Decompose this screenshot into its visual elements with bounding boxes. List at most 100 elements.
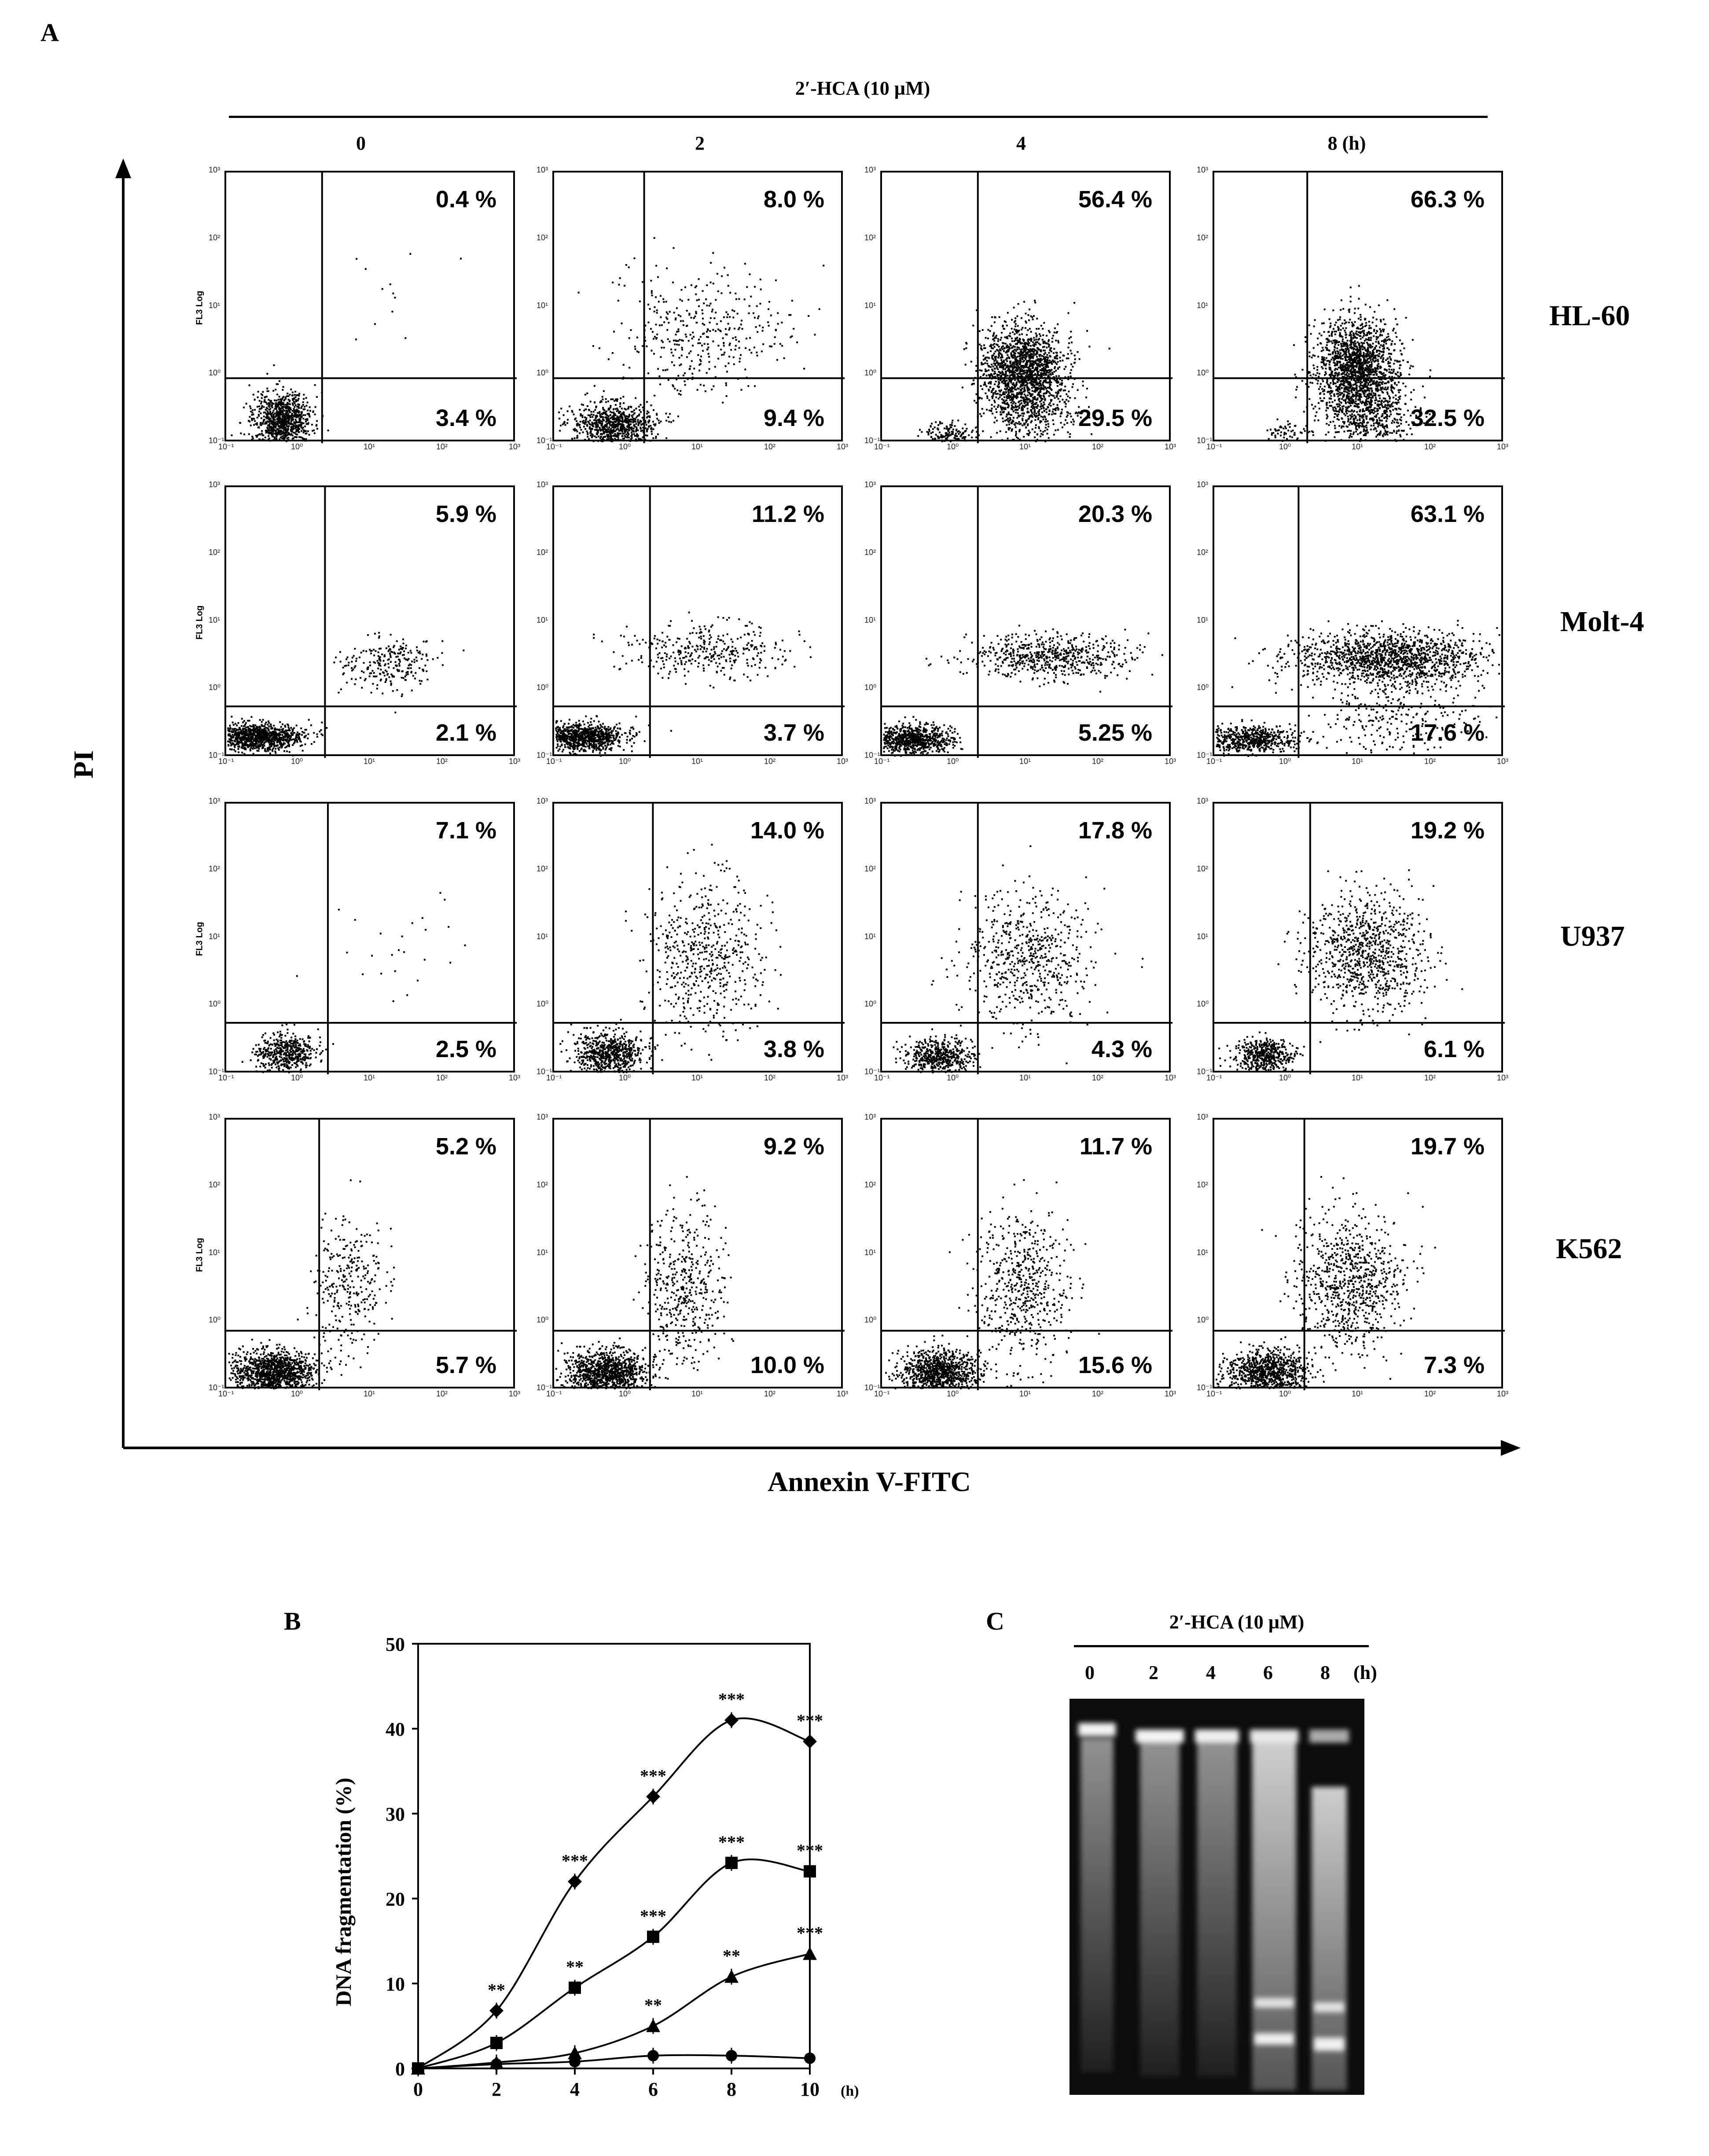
y-tick-label: 10³	[1197, 480, 1209, 489]
cell-events	[917, 300, 1110, 442]
flow-plot-r3-c1: 7.1 % 2.5 %	[224, 802, 517, 1074]
x-tick-label: 10³	[837, 1389, 849, 1398]
flow-plot-r1-c3: 56.4 % 29.5 %	[880, 171, 1172, 443]
y-tick-label: 10²	[864, 1180, 876, 1189]
significance-stars: ***	[718, 1690, 745, 1709]
y-tick-label: 10⁰	[537, 1315, 549, 1325]
x-tick-label: 10⁰	[1279, 1389, 1291, 1398]
lower-right-percent: 3.4 %	[435, 405, 496, 431]
x-tick-label: 10¹	[691, 1389, 703, 1398]
x-tick-label: 10⁻¹	[218, 1389, 234, 1398]
x-tick-label: 10³	[1497, 1073, 1509, 1082]
cell-events	[231, 253, 462, 442]
marker-circle	[491, 2058, 502, 2070]
panel-b-letter: B	[284, 1607, 301, 1635]
y-tick-label: 10¹	[864, 301, 876, 310]
lower-right-percent: 3.7 %	[763, 720, 824, 746]
flow-plot-svg	[1214, 487, 1505, 758]
y-tick-label: 10²	[864, 547, 876, 557]
flow-plot-svg	[554, 804, 845, 1074]
flow-plot-svg	[882, 173, 1172, 443]
x-tick-label: 10²	[436, 757, 448, 766]
flow-plot-svg	[226, 804, 517, 1074]
annexin-axis-title: Annexin V-FITC	[768, 1466, 971, 1497]
cell-label-hl60: HL-60	[1549, 300, 1630, 332]
lane-6-band-1	[1254, 1998, 1294, 2008]
y-tick-label: 10³	[864, 1113, 876, 1121]
chart-b-ylabel: DNA fragmentation (%)	[331, 1778, 356, 2006]
x-tick-label: 10⁻¹	[546, 1389, 562, 1398]
x-tick-label: 10⁻¹	[1206, 442, 1222, 451]
x-tick-label: 10³	[1497, 442, 1509, 451]
x-tick-label: 10¹	[691, 757, 703, 766]
upper-right-percent: 0.4 %	[435, 186, 496, 213]
y-tick-label: 10³	[209, 165, 221, 174]
time-label-0: 0	[356, 132, 366, 154]
x-tick-label: 10³	[837, 757, 849, 766]
panel-c-treatment-title: 2′-HCA (10 µM)	[1169, 1611, 1305, 1633]
marker-circle	[569, 2056, 581, 2068]
event-dots	[1218, 869, 1463, 1072]
x-tick-label: 10⁰	[947, 757, 959, 766]
y-tick-label: 10²	[864, 233, 876, 242]
y-tick-label: 10³	[864, 797, 876, 805]
x-tick-label: 10⁻¹	[218, 442, 234, 451]
significance-stars: ***	[797, 1923, 823, 1943]
y-tick-label: 10¹	[1197, 932, 1209, 941]
x-tick-label: 10³	[1497, 1389, 1509, 1398]
upper-right-percent: 66.3 %	[1410, 186, 1485, 213]
cell-events	[558, 237, 825, 442]
y-tick-label: 10²	[1197, 233, 1209, 242]
x-tick-label: 10⁻¹	[218, 757, 234, 766]
panel-a-treatment-title: 2′-HCA (10 µM)	[795, 77, 930, 99]
dna-gel-image	[1070, 1699, 1364, 2095]
lane-2-smear	[1140, 1743, 1180, 2077]
x-tick-label: 10¹	[1352, 442, 1364, 451]
lane-4-smear	[1197, 1743, 1237, 2077]
x-tick-label: 10⁻¹	[874, 442, 890, 451]
series-line-triangle	[418, 1953, 810, 2069]
flow-plot-r3-c3: 17.8 % 4.3 %	[880, 802, 1172, 1074]
x-tick-label: 10¹	[1019, 442, 1031, 451]
x-tick-label: 10⁰	[947, 1073, 959, 1082]
x-tick-label: 10¹	[364, 1389, 375, 1398]
x-tick-label: 10²	[764, 442, 776, 451]
x-tick-label: 10²	[1424, 757, 1436, 766]
lower-right-percent: 29.5 %	[1078, 405, 1152, 431]
y-tick-label: 10²	[209, 864, 221, 873]
flow-plot-svg	[882, 804, 1172, 1074]
y-tick-label: 10⁻¹	[209, 436, 224, 445]
significance-stars: ***	[562, 1851, 588, 1870]
x-tick-label: 10²	[1092, 757, 1104, 766]
series-line-square	[418, 1858, 810, 2069]
event-dots	[883, 624, 1163, 757]
y-tick-label: 10⁻¹	[1197, 751, 1213, 760]
y-tick-label: 40	[386, 1719, 405, 1740]
y-tick-label: 10¹	[1197, 301, 1209, 310]
flow-plot-svg	[554, 487, 845, 758]
panel-a-treatment-bar	[229, 116, 1488, 118]
x-tick-label: 10¹	[1352, 757, 1364, 766]
y-tick-label: 10²	[1197, 864, 1209, 873]
significance-stars: **	[488, 1980, 505, 2000]
significance-stars: ***	[797, 1711, 823, 1730]
flow-plot-svg	[882, 487, 1172, 758]
y-tick-label: 10⁻¹	[1197, 1383, 1213, 1392]
x-tick-label: 10³	[509, 1073, 521, 1082]
cell-events	[893, 845, 1144, 1073]
x-tick-label: 10¹	[1352, 1389, 1364, 1398]
x-tick-label: 10³	[509, 442, 521, 451]
lower-right-percent: 10.0 %	[750, 1352, 824, 1378]
y-tick-label: 10⁰	[864, 368, 877, 378]
x-tick-label: 10³	[837, 442, 849, 451]
event-dots	[558, 237, 825, 442]
x-tick-label: 10	[800, 2079, 820, 2100]
y-tick-label: 10¹	[537, 1248, 548, 1257]
event-dots	[555, 1176, 734, 1389]
x-tick-label: 10³	[1165, 442, 1176, 451]
y-tick-label: 10⁰	[864, 999, 877, 1009]
x-tick-label: 10⁰	[619, 1389, 631, 1398]
x-tick-label: 10³	[509, 757, 521, 766]
upper-right-percent: 7.1 %	[435, 817, 496, 844]
lane-2-well	[1136, 1730, 1184, 1743]
